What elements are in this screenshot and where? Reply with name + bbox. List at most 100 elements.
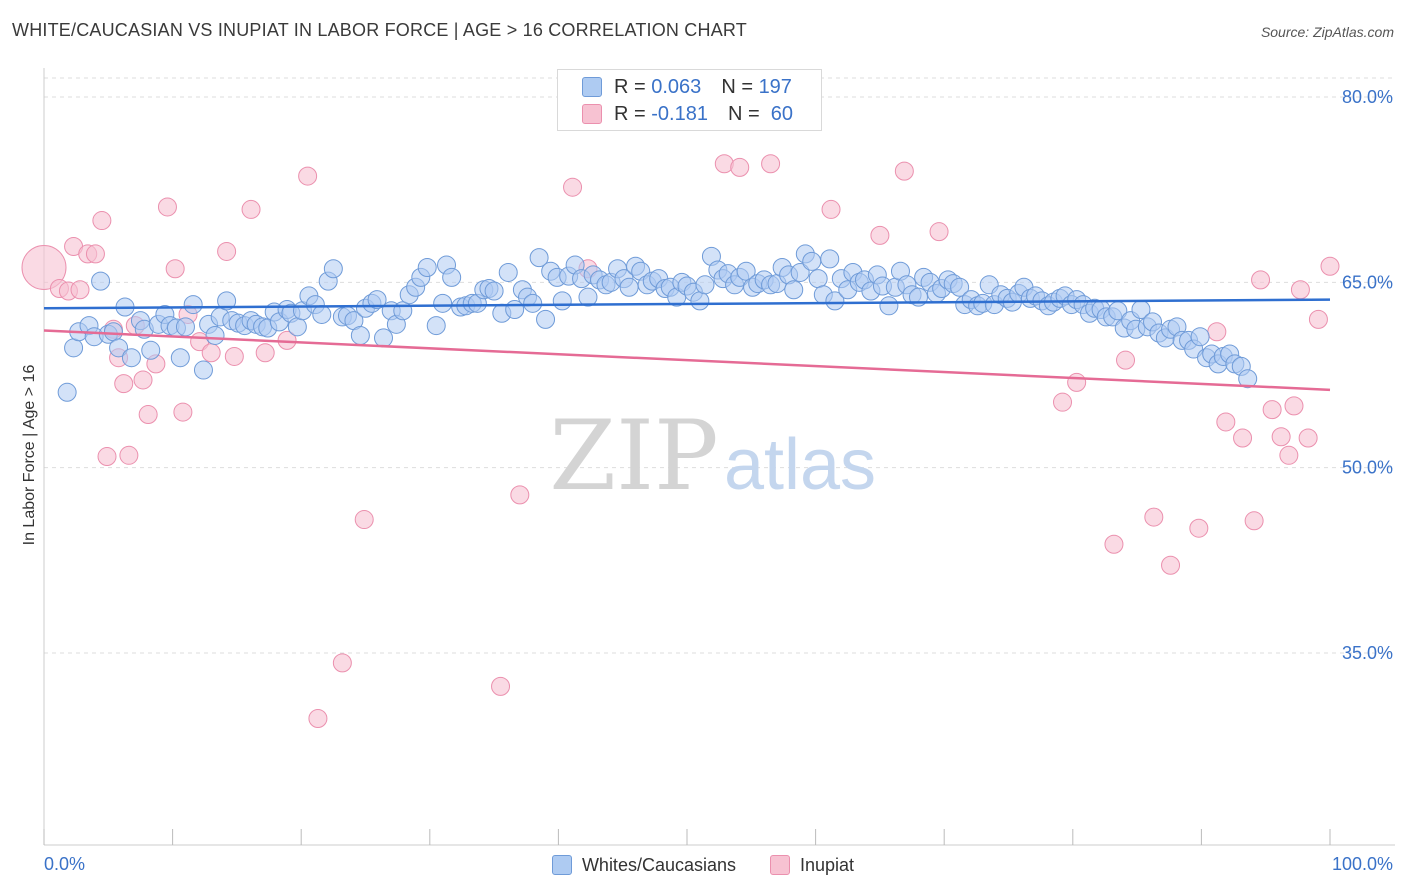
inupiat-point (217, 241, 237, 261)
x-tick-label-min: 0.0% (44, 854, 85, 874)
x-tick-label-max: 100.0% (1332, 854, 1393, 874)
inupiat-point (1308, 309, 1328, 329)
inupiat-point (85, 244, 105, 264)
white-n-label: N = (721, 75, 753, 98)
white-point (367, 290, 387, 310)
inupiat-point (1216, 412, 1236, 432)
white-point (1190, 327, 1210, 347)
white-point (825, 291, 845, 311)
inupiat-points (21, 154, 1340, 728)
inupiat-point (761, 154, 781, 174)
white-point (103, 322, 123, 342)
tick-labels: 35.0% 50.0% 65.0% 80.0% 0.0% 100.0% (44, 87, 1393, 874)
inupiat-point (563, 177, 583, 197)
white-point (217, 291, 237, 311)
white-point (808, 269, 828, 289)
white-point (536, 309, 556, 329)
legend-white-label: Whites/Caucasians (581, 854, 737, 875)
legend-item-inupiat[interactable]: Inupiat (770, 852, 854, 878)
inupiat-point (165, 259, 185, 279)
source-label: Source: ZipAtlas.com (1260, 24, 1394, 40)
white-point (141, 340, 161, 360)
white-r-value: 0.063 (651, 75, 702, 98)
white-r-label: R = (614, 75, 646, 98)
inupiat-point (21, 245, 67, 291)
white-point (205, 325, 225, 345)
white-point (287, 317, 307, 337)
inupiat-point (114, 374, 134, 394)
inupiat-point (133, 370, 153, 390)
white-swatch (582, 77, 602, 97)
inupiat-point (1207, 322, 1227, 342)
white-point (417, 258, 437, 278)
inupiat-point (157, 197, 177, 217)
white-n-value: 197 (758, 75, 792, 98)
inupiat-point (354, 510, 374, 530)
inupiat-point (1320, 256, 1340, 276)
y-tick-label: 65.0% (1342, 272, 1393, 292)
white-point (820, 249, 840, 269)
trend-lines (43, 298, 1331, 392)
legend-item-white[interactable]: Whites/Caucasians (551, 852, 737, 878)
white-point (784, 280, 804, 300)
inupiat-point (870, 225, 890, 245)
inupiat-point (92, 211, 112, 231)
inupiat-trend-line (43, 329, 1331, 392)
white-point (91, 271, 111, 291)
inupiat-point (1279, 445, 1299, 465)
white-point (690, 291, 710, 311)
inupiat-n-label: N = (727, 102, 760, 125)
inupiat-r-value: -0.181 (651, 102, 708, 125)
white-point (802, 251, 822, 271)
white-point (175, 317, 195, 337)
white-point (950, 277, 970, 297)
white-point (523, 293, 543, 313)
inupiat-point (241, 199, 261, 219)
white-point (879, 296, 899, 316)
watermark: ZIP atlas (549, 400, 876, 512)
inupiat-point (70, 280, 90, 300)
inupiat-point (1251, 270, 1271, 290)
inupiat-point (332, 653, 352, 673)
inupiat-point (1233, 428, 1253, 448)
white-point (183, 295, 203, 315)
white-point (552, 291, 572, 311)
white-trend-line (43, 298, 1331, 310)
inupiat-point (1298, 428, 1318, 448)
legend-white-swatch (551, 855, 572, 875)
inupiat-point (97, 447, 117, 467)
inupiat-point (894, 161, 914, 181)
watermark-atlas: atlas (724, 425, 876, 505)
inupiat-point (255, 343, 275, 363)
inupiat-point (1189, 518, 1209, 538)
white-point (498, 262, 518, 282)
white-point (350, 325, 370, 345)
axes (43, 68, 1395, 846)
white-point (374, 328, 394, 348)
white-point (578, 287, 598, 307)
legend-inupiat-swatch (770, 855, 791, 875)
inupiat-point (1244, 511, 1264, 531)
white-point (695, 275, 715, 295)
inupiat-point (224, 346, 244, 366)
white-points (57, 244, 1258, 402)
inupiat-point (1284, 396, 1304, 416)
inupiat-point (929, 222, 949, 242)
white-point (484, 281, 504, 301)
inupiat-point (1053, 392, 1073, 412)
inupiat-point (1290, 280, 1310, 300)
series-legend: Whites/Caucasians Inupiat (0, 852, 1406, 878)
white-point (323, 259, 343, 279)
white-point (736, 261, 756, 281)
inupiat-swatch (582, 104, 602, 124)
inupiat-point (1116, 350, 1136, 370)
inupiat-point (1104, 534, 1124, 554)
inupiat-point (138, 405, 158, 425)
inupiat-point (510, 485, 530, 505)
white-point (57, 382, 77, 402)
inupiat-point (201, 343, 221, 363)
stats-row-white: R = 0.063 N = 197 (582, 74, 792, 100)
white-point (433, 293, 453, 313)
white-point (529, 248, 549, 268)
